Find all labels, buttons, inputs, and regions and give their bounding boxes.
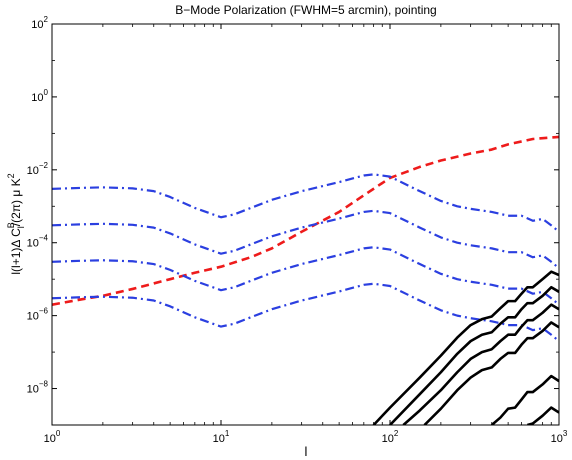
series-line-2 <box>52 209 559 270</box>
x-tick-label-1: 101 <box>213 429 230 445</box>
y-tick-label-2: 10−4 <box>27 234 49 250</box>
x-tick-label-3: 103 <box>551 429 568 445</box>
series-line-1 <box>52 173 559 233</box>
series-line-10 <box>527 406 559 425</box>
series-line-3 <box>52 246 559 306</box>
y-axis-label-sup: B <box>6 222 16 228</box>
x-tick-label-2: 102 <box>382 429 399 445</box>
series-line-5 <box>372 270 559 425</box>
series-line-8 <box>423 321 559 425</box>
chart-title: B−Mode Polarization (FWHM=5 arcmin), poi… <box>175 3 436 17</box>
plot-area <box>51 23 560 426</box>
svg-text:l(l+1)Δ CBl/(2π) μ K2: l(l+1)Δ CBl/(2π) μ K2 <box>6 173 26 274</box>
y-tick-label-3: 10−2 <box>27 161 49 177</box>
y-axis-label-sub: l <box>16 226 26 228</box>
series-line-7 <box>402 303 559 425</box>
y-axis-label: l(l+1)Δ CBl/(2π) μ K2 <box>6 173 26 274</box>
y-axis-label-exp: 2 <box>6 173 16 178</box>
series-layer <box>52 135 559 425</box>
series-line-4 <box>52 282 559 342</box>
series-line-9 <box>490 374 559 425</box>
y-tick-label-1: 10−6 <box>27 307 49 323</box>
y-axis-label-base: l(l+1)Δ C <box>9 228 23 275</box>
series-line-6 <box>389 285 559 425</box>
y-tick-label-0: 10−8 <box>27 380 49 396</box>
y-axis-label-rest: /(2π) μ K <box>9 178 23 226</box>
y-tick-label-5: 102 <box>31 15 48 31</box>
y-tick-label-4: 100 <box>31 88 48 104</box>
x-axis-label: l <box>305 444 308 459</box>
series-line-0 <box>52 135 559 306</box>
ticks-layer: 100 101 102 103 10−8 10−6 10−4 10−2 100 102 <box>27 15 568 445</box>
x-tick-label-0: 100 <box>44 429 61 445</box>
